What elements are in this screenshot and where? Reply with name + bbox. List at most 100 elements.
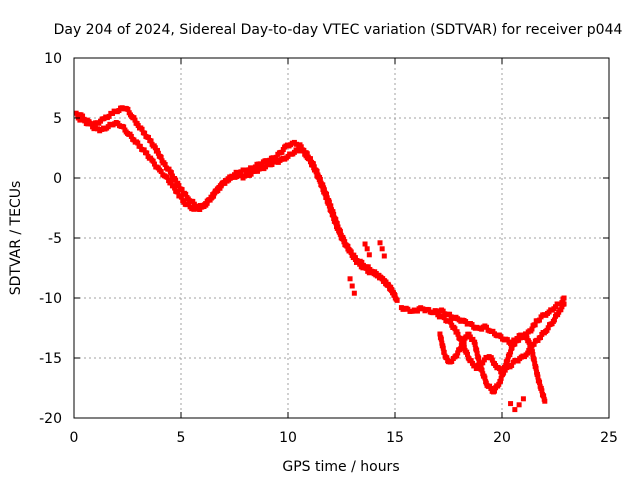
data-point <box>178 194 184 200</box>
data-point <box>331 211 337 217</box>
data-point <box>364 246 370 252</box>
chart-title: Day 204 of 2024, Sidereal Day-to-day VTE… <box>54 22 623 38</box>
data-point <box>158 169 164 175</box>
data-point <box>201 203 207 209</box>
data-point <box>448 319 454 325</box>
y-tick-label: 0 <box>53 171 62 187</box>
data-point <box>447 311 453 317</box>
y-tick-label: -10 <box>39 291 62 307</box>
data-point <box>512 341 518 347</box>
data-point <box>179 187 185 193</box>
x-tick-label: 10 <box>279 430 297 446</box>
data-point <box>541 393 547 399</box>
y-tick-label: 5 <box>53 111 62 127</box>
data-point <box>526 339 532 345</box>
data-point <box>132 117 138 123</box>
data-point <box>464 334 470 340</box>
data-point <box>211 191 217 197</box>
data-point <box>317 176 323 182</box>
data-point <box>524 335 530 341</box>
data-point <box>539 388 545 394</box>
data-point <box>558 307 564 313</box>
data-point <box>357 261 363 267</box>
data-point <box>351 290 357 296</box>
data-point <box>457 346 463 352</box>
data-point <box>175 189 181 195</box>
data-point <box>347 276 353 282</box>
data-point <box>488 385 494 391</box>
data-point <box>279 149 285 155</box>
data-point <box>390 289 396 295</box>
data-point <box>330 209 336 215</box>
data-point <box>509 345 515 351</box>
data-point <box>474 347 480 353</box>
data-point <box>386 282 392 288</box>
data-point <box>515 336 521 342</box>
data-point <box>454 353 460 359</box>
data-point <box>468 358 474 364</box>
data-point <box>512 407 518 413</box>
y-tick-label: -20 <box>39 411 62 427</box>
data-point <box>532 322 538 328</box>
data-point <box>389 287 395 293</box>
data-point <box>151 161 157 167</box>
data-point <box>516 402 522 408</box>
data-point <box>454 329 460 335</box>
data-point <box>500 371 506 377</box>
data-point <box>477 362 483 368</box>
data-point <box>172 185 178 191</box>
data-point <box>531 357 537 363</box>
data-point <box>476 359 482 365</box>
data-point <box>461 339 467 345</box>
data-point <box>492 388 498 394</box>
data-point <box>363 265 369 271</box>
data-point <box>536 317 542 323</box>
data-point <box>507 352 513 358</box>
data-point <box>535 337 541 343</box>
y-axis-label: SDTVAR / TECUs <box>8 181 24 296</box>
data-point <box>314 168 320 174</box>
data-point <box>377 240 383 246</box>
data-point <box>520 396 526 402</box>
data-point <box>467 334 473 340</box>
data-point <box>438 336 444 342</box>
x-tick-label: 0 <box>70 430 79 446</box>
data-point <box>381 253 387 259</box>
data-point <box>128 133 134 139</box>
data-point <box>383 279 389 285</box>
x-tick-label: 5 <box>177 430 186 446</box>
data-point <box>342 239 348 245</box>
data-point <box>106 113 112 119</box>
data-point <box>504 337 510 343</box>
data-point <box>479 367 485 373</box>
data-point <box>482 375 488 381</box>
data-point <box>155 150 161 156</box>
data-point <box>168 180 174 186</box>
data-point <box>379 246 385 252</box>
data-point <box>345 243 351 249</box>
data-point <box>534 371 540 377</box>
data-point <box>324 191 330 197</box>
data-point <box>509 362 515 368</box>
data-point <box>154 147 160 153</box>
data-point <box>348 249 354 255</box>
data-point <box>349 283 355 289</box>
data-point <box>449 358 455 364</box>
data-point <box>437 331 443 337</box>
data-point <box>310 161 316 167</box>
data-point <box>496 381 502 387</box>
data-point <box>525 350 531 356</box>
data-point <box>496 366 502 372</box>
data-point <box>362 241 368 247</box>
data-point <box>335 224 341 230</box>
data-point <box>529 349 535 355</box>
data-point <box>328 203 334 209</box>
data-point <box>498 378 504 384</box>
data-point <box>320 182 326 188</box>
y-tick-label: -5 <box>48 231 62 247</box>
data-point <box>148 138 154 144</box>
data-point <box>333 217 339 223</box>
data-point <box>480 360 486 366</box>
data-point <box>444 355 450 361</box>
data-point <box>455 350 461 356</box>
